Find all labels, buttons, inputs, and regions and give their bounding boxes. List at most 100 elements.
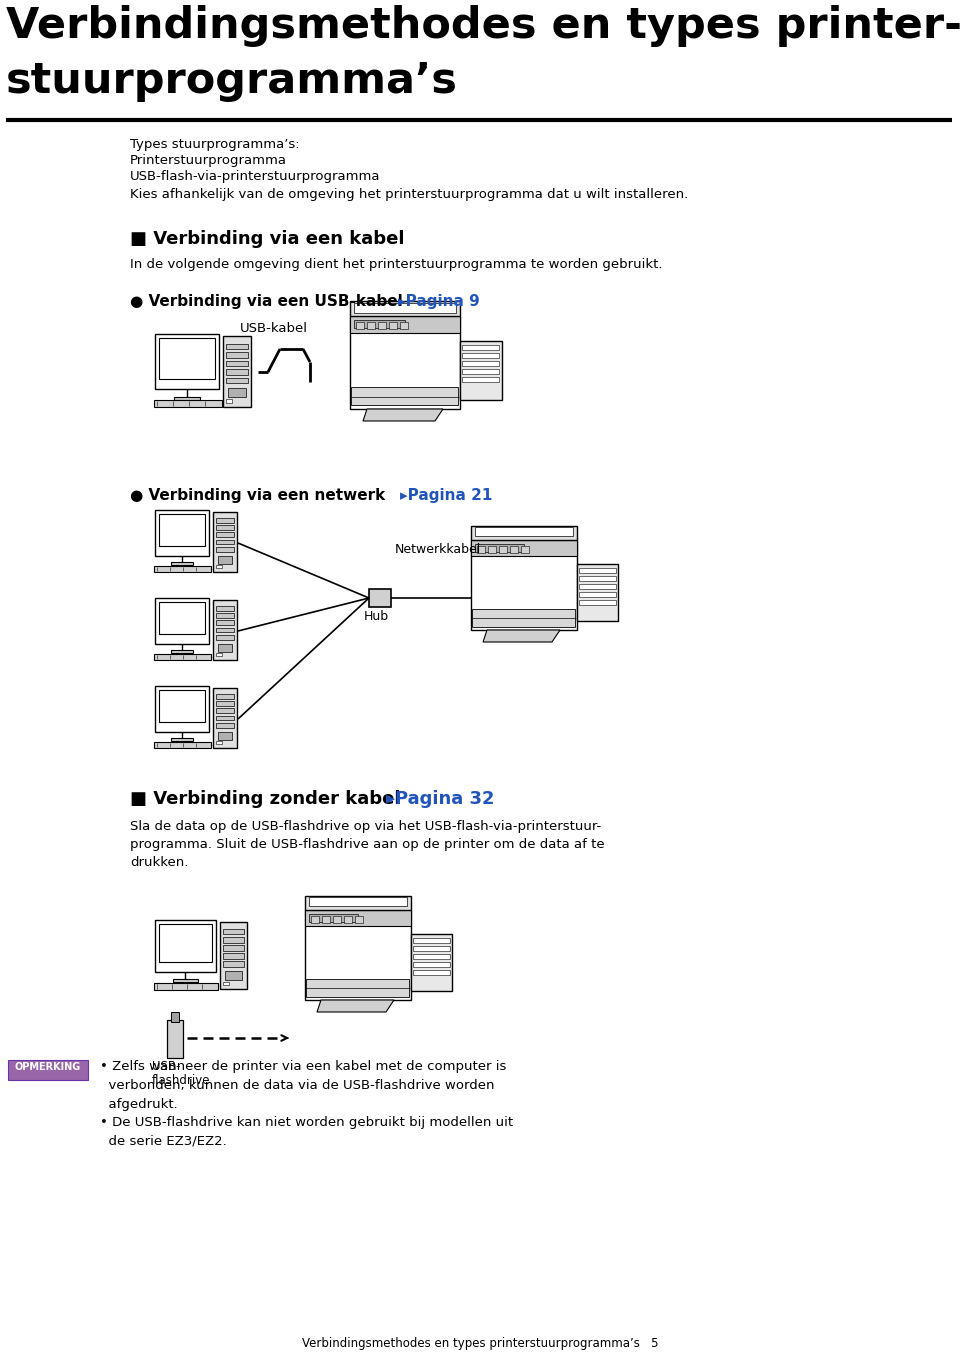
Polygon shape bbox=[317, 999, 394, 1012]
Bar bbox=[305, 910, 411, 925]
Bar bbox=[155, 598, 209, 643]
Bar bbox=[213, 600, 237, 660]
Bar bbox=[216, 620, 234, 626]
Bar bbox=[413, 938, 450, 943]
Bar bbox=[216, 741, 222, 745]
Bar bbox=[413, 962, 450, 967]
Bar bbox=[218, 556, 232, 564]
Bar bbox=[475, 543, 524, 552]
Bar bbox=[216, 546, 234, 552]
Text: ● Verbinding via een USB-kabel: ● Verbinding via een USB-kabel bbox=[130, 294, 408, 309]
Bar bbox=[462, 345, 499, 350]
Bar bbox=[471, 539, 577, 556]
Bar bbox=[309, 897, 407, 906]
Text: flashdrive: flashdrive bbox=[152, 1075, 210, 1087]
Bar bbox=[173, 979, 198, 982]
Bar bbox=[226, 352, 248, 357]
Text: ■ Verbinding via een kabel: ■ Verbinding via een kabel bbox=[130, 230, 404, 248]
Bar bbox=[462, 376, 499, 382]
Bar bbox=[159, 338, 215, 379]
Bar bbox=[306, 979, 409, 997]
Bar bbox=[223, 335, 251, 407]
Bar bbox=[223, 945, 244, 950]
Bar bbox=[226, 378, 248, 383]
Bar bbox=[159, 602, 205, 634]
Text: Netwerkkabel: Netwerkkabel bbox=[395, 543, 481, 556]
Bar bbox=[462, 370, 499, 374]
Bar bbox=[218, 643, 232, 652]
Bar bbox=[159, 690, 205, 721]
Bar bbox=[413, 954, 450, 960]
Bar bbox=[577, 564, 618, 622]
Bar bbox=[154, 983, 218, 990]
Text: Verbindingsmethodes en types printerstuurprogramma’s   5: Verbindingsmethodes en types printerstuu… bbox=[301, 1338, 659, 1350]
Bar bbox=[472, 609, 575, 627]
Bar bbox=[350, 301, 460, 316]
Bar bbox=[216, 694, 234, 698]
Bar bbox=[413, 971, 450, 975]
Bar bbox=[216, 701, 234, 706]
Text: ▸Pagina 9: ▸Pagina 9 bbox=[398, 294, 480, 309]
Bar bbox=[216, 565, 222, 568]
Text: ■ Verbinding zonder kabel: ■ Verbinding zonder kabel bbox=[130, 790, 407, 808]
Bar bbox=[225, 971, 242, 980]
Text: USB-kabel: USB-kabel bbox=[240, 322, 308, 335]
Bar bbox=[226, 400, 232, 402]
Bar bbox=[579, 576, 616, 580]
Bar bbox=[510, 546, 518, 553]
Bar bbox=[216, 539, 234, 545]
Bar bbox=[223, 953, 244, 958]
Bar bbox=[350, 316, 460, 333]
Text: ▸Pagina 21: ▸Pagina 21 bbox=[400, 487, 492, 502]
Bar bbox=[378, 322, 386, 329]
Bar bbox=[367, 322, 375, 329]
Bar bbox=[171, 650, 193, 653]
Bar bbox=[226, 370, 248, 375]
Bar bbox=[167, 1020, 183, 1058]
Bar bbox=[216, 517, 234, 523]
Bar bbox=[216, 606, 234, 611]
Bar bbox=[220, 921, 247, 988]
Bar bbox=[355, 916, 363, 923]
Bar bbox=[174, 397, 200, 400]
Text: • Zelfs wanneer de printer via een kabel met de computer is
  verbonden, kunnen : • Zelfs wanneer de printer via een kabel… bbox=[100, 1060, 506, 1112]
Bar bbox=[226, 360, 248, 367]
Bar bbox=[460, 341, 502, 400]
Text: Kies afhankelijk van de omgeving het printerstuurprogramma dat u wilt installere: Kies afhankelijk van de omgeving het pri… bbox=[130, 188, 688, 201]
Bar bbox=[305, 895, 411, 910]
Bar bbox=[171, 738, 193, 742]
Text: USB-flash-via-printerstuurprogramma: USB-flash-via-printerstuurprogramma bbox=[130, 170, 380, 183]
Bar bbox=[154, 742, 211, 747]
Bar bbox=[159, 513, 205, 546]
Bar bbox=[155, 334, 219, 389]
Bar bbox=[354, 303, 456, 314]
Text: stuurprogramma’s: stuurprogramma’s bbox=[6, 60, 458, 103]
Bar bbox=[155, 511, 209, 556]
Bar bbox=[223, 961, 244, 967]
Text: Verbindingsmethodes en types printer-: Verbindingsmethodes en types printer- bbox=[6, 5, 960, 47]
Bar bbox=[579, 600, 616, 605]
Bar bbox=[369, 589, 391, 606]
Bar bbox=[477, 546, 485, 553]
Bar bbox=[333, 916, 341, 923]
Bar bbox=[356, 322, 364, 329]
Bar bbox=[413, 946, 450, 951]
Bar bbox=[216, 708, 234, 713]
Bar bbox=[344, 916, 352, 923]
Text: ▸Pagina 32: ▸Pagina 32 bbox=[386, 790, 494, 808]
Text: Printerstuurprogramma: Printerstuurprogramma bbox=[130, 153, 287, 167]
Bar bbox=[475, 527, 573, 537]
Text: ● Verbinding via een netwerk: ● Verbinding via een netwerk bbox=[130, 487, 391, 502]
Bar bbox=[213, 512, 237, 572]
Bar bbox=[155, 920, 216, 972]
Text: OPMERKING: OPMERKING bbox=[14, 1062, 82, 1072]
Bar bbox=[350, 316, 460, 409]
Text: Hub: Hub bbox=[364, 611, 389, 623]
Bar bbox=[579, 568, 616, 574]
Bar bbox=[216, 533, 234, 537]
Bar bbox=[462, 353, 499, 359]
Polygon shape bbox=[483, 630, 560, 642]
Bar bbox=[216, 653, 222, 656]
Text: Types stuurprogramma’s:: Types stuurprogramma’s: bbox=[130, 138, 300, 151]
Bar bbox=[159, 924, 212, 962]
